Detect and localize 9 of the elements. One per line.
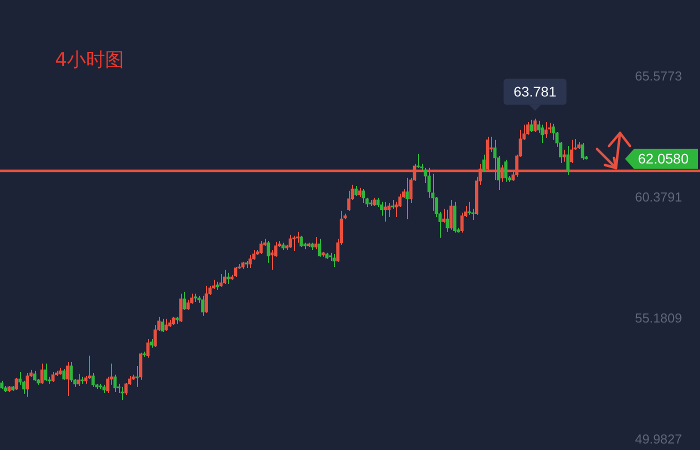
- text: 4小时图: [55, 48, 124, 73]
- candlestick: [369, 199, 372, 207]
- annotation: 62.0580: [638, 150, 689, 167]
- y-tick-label: 49.9827: [635, 432, 682, 447]
- y-tick-label: 55.1809: [635, 310, 682, 326]
- candlestick: [120, 386, 124, 400]
- annotation: 63.781: [514, 84, 557, 100]
- y-tick-label: 65.5773: [635, 68, 682, 84]
- y-tick-label: 60.3791: [635, 189, 682, 204]
